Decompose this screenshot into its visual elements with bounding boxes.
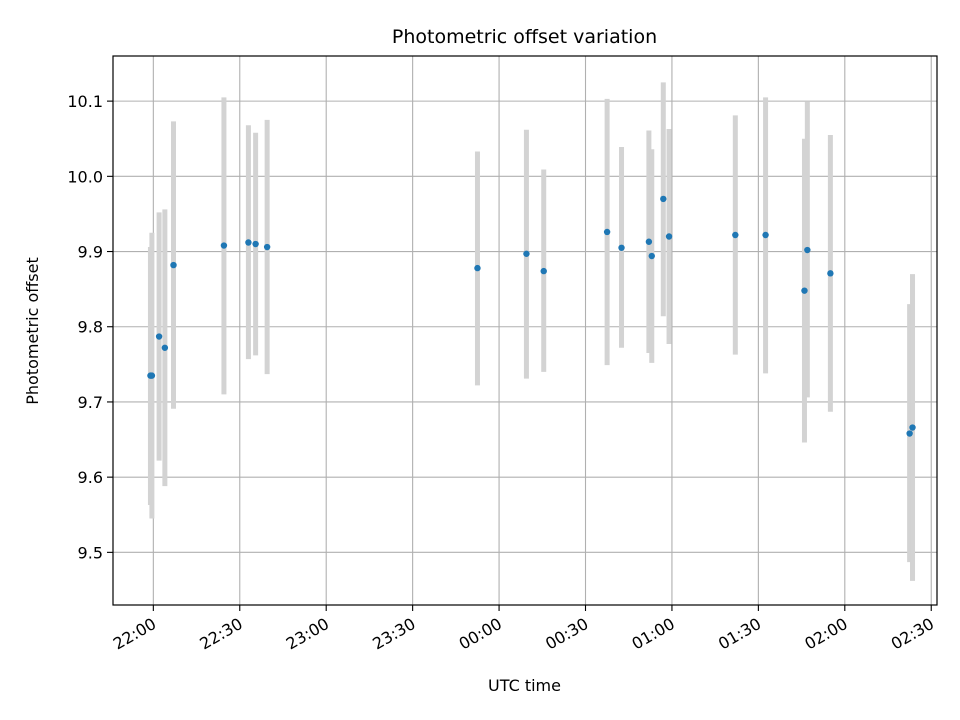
y-tick-label: 9.7 <box>78 393 103 412</box>
data-point <box>245 239 252 246</box>
x-axis-label: UTC time <box>488 676 561 695</box>
data-point <box>474 264 481 272</box>
plot-frame <box>112 55 938 606</box>
data-point <box>801 287 808 294</box>
data-point <box>618 244 625 251</box>
data-point <box>804 246 811 254</box>
data-points <box>147 195 916 437</box>
y-tick-label: 9.8 <box>78 318 103 337</box>
data-point <box>827 270 834 277</box>
data-point <box>906 430 913 437</box>
chart-title: Photometric offset variation <box>392 26 657 48</box>
data-point <box>540 267 547 275</box>
data-point <box>645 238 653 245</box>
data-point <box>161 344 169 351</box>
data-point <box>170 261 177 269</box>
data-point <box>603 228 611 236</box>
data-point <box>762 231 769 239</box>
data-point <box>220 242 228 249</box>
y-axis-label: Photometric offset <box>23 257 42 405</box>
y-tick-label: 10.0 <box>67 167 103 186</box>
data-point <box>523 250 530 257</box>
data-point <box>732 231 739 239</box>
y-tick-label: 9.9 <box>78 243 103 262</box>
data-point <box>909 424 916 431</box>
data-point <box>263 243 271 251</box>
y-tick-label: 10.1 <box>67 92 103 111</box>
data-point <box>665 233 673 240</box>
data-point <box>155 333 163 340</box>
y-tick-label: 9.5 <box>78 543 103 562</box>
data-point <box>148 372 156 379</box>
data-point <box>648 252 655 260</box>
data-point <box>252 240 259 248</box>
data-point <box>660 195 667 203</box>
y-axis-ticks: 9.5 9.6 9.7 9.8 9.9 10.0 10.1 <box>67 92 113 562</box>
y-tick-label: 9.6 <box>78 468 103 487</box>
